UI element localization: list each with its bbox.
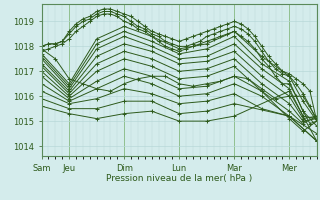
X-axis label: Pression niveau de la mer( hPa ): Pression niveau de la mer( hPa ) <box>106 174 252 183</box>
